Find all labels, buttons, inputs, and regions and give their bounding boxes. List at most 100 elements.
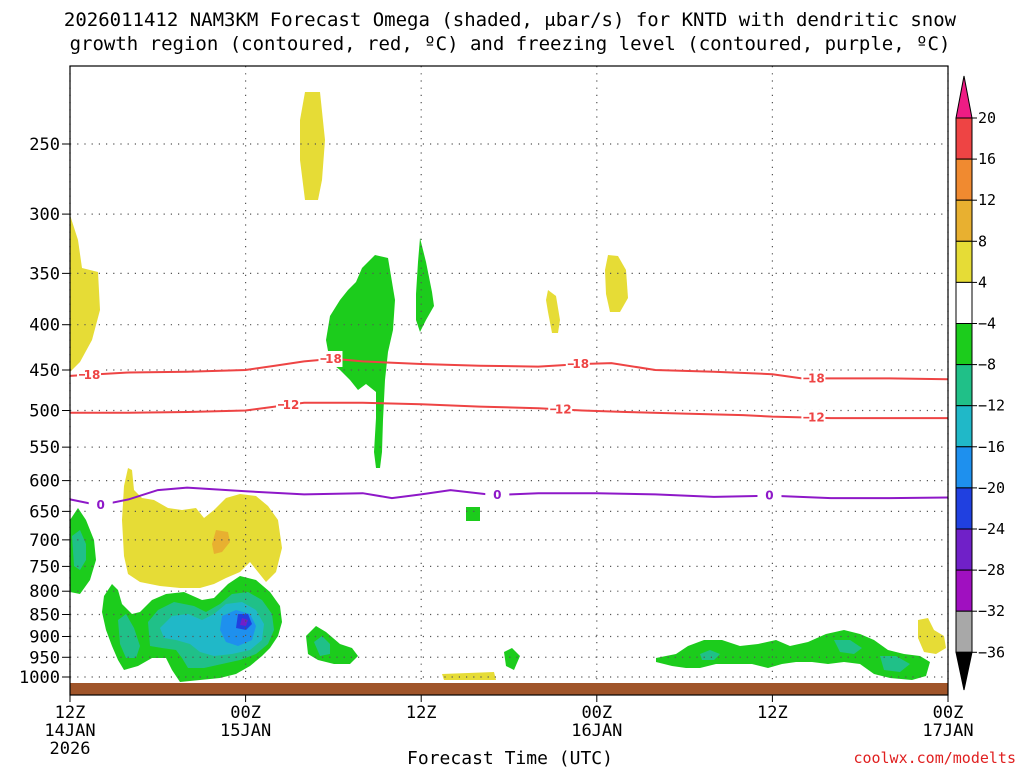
y-tick-label: 700 xyxy=(29,531,60,551)
colorbar-segment xyxy=(955,405,973,448)
omega-region-purple-850 xyxy=(240,618,248,626)
y-tick-label: 850 xyxy=(29,606,60,626)
omega-region-teal-950-right xyxy=(700,640,910,672)
x-axis-label: Forecast Time (UTC) xyxy=(407,748,613,768)
x-tick-label: 12Z xyxy=(406,703,437,723)
contour-label-bg xyxy=(276,396,301,413)
colorbar: 20 16 12 8 4 −4 −8 −12 −16 −20 −24 −28 −32 −36 xyxy=(955,75,1005,691)
plot-frame xyxy=(69,65,949,696)
colorbar-segment xyxy=(955,610,973,653)
colorbar-segment xyxy=(955,323,973,366)
contour-label-dgz_minus18: 18 xyxy=(84,368,101,382)
omega-region-yellow-400-left xyxy=(70,215,100,372)
chart-title-line-1: 2026011412 NAM3KM Forecast Omega (shaded… xyxy=(64,9,957,31)
contour-label-bg xyxy=(548,401,573,418)
colorbar-top-arrow xyxy=(955,75,973,119)
y-tick-label: 400 xyxy=(29,316,60,336)
contour-line-dgz_minus12 xyxy=(70,401,948,420)
colorbar-label: −20 xyxy=(978,479,1005,497)
contour-line-dgz_minus18 xyxy=(69,357,949,381)
ground-layer xyxy=(70,683,948,695)
colorbar-label: 4 xyxy=(978,273,987,291)
colorbar-segment xyxy=(955,528,973,571)
colorbar-label: 12 xyxy=(978,191,996,209)
colorbar-label: 16 xyxy=(978,150,996,168)
omega-region-teal-left-700 xyxy=(72,530,86,570)
x-tick-label: 00Z xyxy=(581,703,612,723)
contour-label-dgz_minus12: 12 xyxy=(555,402,572,416)
x-tick-label: 00Z xyxy=(230,703,261,723)
y-tick-label: 550 xyxy=(29,438,60,458)
contour-label-dgz_minus12: 12 xyxy=(808,411,825,425)
colorbar-label: 20 xyxy=(978,109,996,127)
contour-label-bg xyxy=(565,356,590,373)
colorbar-label: −4 xyxy=(978,315,996,333)
omega-region-yellow-925-right xyxy=(918,618,946,654)
colorbar-segment xyxy=(955,446,973,489)
colorbar-segment xyxy=(955,281,973,324)
y-tick-label: 250 xyxy=(29,135,60,155)
omega-region-orange-700 xyxy=(212,530,230,554)
contour-label-freezing_level_0: 0 xyxy=(493,488,501,502)
colorbar-segment xyxy=(955,569,973,612)
contour-label-dgz_minus18: 18 xyxy=(325,352,342,366)
x-tick-label: 12Z xyxy=(757,703,788,723)
colorbar-label: −16 xyxy=(978,438,1005,456)
y-tick-label: 1000 xyxy=(19,668,60,688)
colorbar-segment xyxy=(955,199,973,242)
omega-region-green-950-small xyxy=(504,648,520,670)
colorbar-label: −28 xyxy=(978,561,1005,579)
contours: 18 18 18 18 12 12 12 0 0 0 xyxy=(69,350,949,514)
x-tick-label: 16JAN xyxy=(571,721,622,741)
colorbar-segment xyxy=(955,364,973,407)
y-axis: 2503003504004505005506006507007508008509… xyxy=(19,135,70,688)
omega-region-yellow-700 xyxy=(122,468,282,588)
y-tick-label: 900 xyxy=(29,627,60,647)
x-tick-label: 12Z xyxy=(55,703,86,723)
omega-region-green-925-a xyxy=(306,626,358,664)
x-tick-label: 00Z xyxy=(933,703,964,723)
site-credit[interactable]: coolwx.com/modelts xyxy=(853,749,1016,767)
contour-label-dgz_minus18: 18 xyxy=(572,357,589,371)
contour-label-bg xyxy=(801,409,826,426)
contour-label-dgz_minus12: 12 xyxy=(283,398,300,412)
omega-region-yellow-380-b xyxy=(605,255,628,312)
contour-label-bg xyxy=(485,486,510,503)
contour-label-freezing_level_0: 0 xyxy=(97,498,105,512)
colorbar-label: −12 xyxy=(978,397,1005,415)
y-tick-label: 350 xyxy=(29,264,60,284)
colorbar-segment xyxy=(955,158,973,201)
x-tick-label: 2026 xyxy=(50,739,91,759)
colorbar-segment xyxy=(955,117,973,160)
omega-region-green-small-400 xyxy=(416,238,434,332)
contour-label-bg xyxy=(801,370,826,387)
omega-shading xyxy=(70,92,946,682)
y-tick-label: 500 xyxy=(29,402,60,422)
y-tick-label: 800 xyxy=(29,582,60,602)
omega-region-yellow-250-jet xyxy=(300,92,325,200)
chart-title-line-2: growth region (contoured, red, ºC) and f… xyxy=(70,33,951,55)
omega-region-yellow-1000 xyxy=(442,672,496,680)
y-tick-label: 750 xyxy=(29,557,60,577)
y-tick-label: 600 xyxy=(29,472,60,492)
contour-label-freezing_level_0: 0 xyxy=(765,489,773,503)
contour-label-bg xyxy=(757,487,782,504)
contour-label-bg xyxy=(88,497,113,514)
y-tick-label: 950 xyxy=(29,648,60,668)
colorbar-segment xyxy=(955,240,973,283)
x-tick-label: 15JAN xyxy=(220,721,271,741)
omega-region-teal-925-a xyxy=(314,636,330,656)
omega-region-green-950-right xyxy=(656,630,930,680)
colorbar-label: −36 xyxy=(978,643,1005,661)
x-tick-label: 17JAN xyxy=(922,721,973,741)
omega-region-green-square xyxy=(466,507,480,521)
contour-label-bg xyxy=(77,366,102,383)
y-tick-label: 450 xyxy=(29,361,60,381)
colorbar-label: −32 xyxy=(978,602,1005,620)
contour-label-bg xyxy=(318,350,343,367)
y-tick-label: 650 xyxy=(29,502,60,522)
colorbar-label: 8 xyxy=(978,232,987,250)
y-tick-label: 300 xyxy=(29,205,60,225)
colorbar-label: −8 xyxy=(978,356,996,374)
